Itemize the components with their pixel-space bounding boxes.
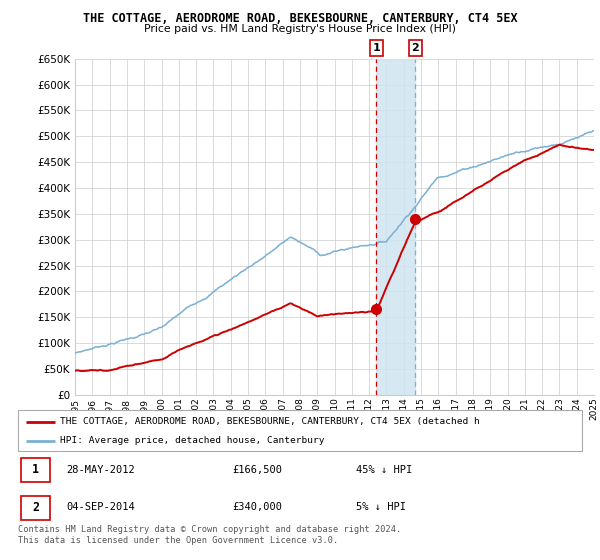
FancyBboxPatch shape	[18, 410, 582, 451]
Text: £166,500: £166,500	[232, 465, 283, 475]
Text: 28-MAY-2012: 28-MAY-2012	[66, 465, 134, 475]
Text: 5% ↓ HPI: 5% ↓ HPI	[356, 502, 406, 512]
Text: 04-SEP-2014: 04-SEP-2014	[66, 502, 134, 512]
Text: THE COTTAGE, AERODROME ROAD, BEKESBOURNE, CANTERBURY, CT4 5EX: THE COTTAGE, AERODROME ROAD, BEKESBOURNE…	[83, 12, 517, 25]
Text: 45% ↓ HPI: 45% ↓ HPI	[356, 465, 413, 475]
Text: THE COTTAGE, AERODROME ROAD, BEKESBOURNE, CANTERBURY, CT4 5EX (detached h: THE COTTAGE, AERODROME ROAD, BEKESBOURNE…	[60, 417, 480, 426]
Text: 1: 1	[32, 463, 39, 477]
Text: Price paid vs. HM Land Registry's House Price Index (HPI): Price paid vs. HM Land Registry's House …	[144, 24, 456, 34]
Text: 2: 2	[412, 43, 419, 53]
Text: 2: 2	[32, 501, 39, 514]
Text: £340,000: £340,000	[232, 502, 283, 512]
Bar	[376, 59, 415, 395]
FancyBboxPatch shape	[21, 496, 50, 520]
FancyBboxPatch shape	[21, 458, 50, 482]
Text: HPI: Average price, detached house, Canterbury: HPI: Average price, detached house, Cant…	[60, 436, 325, 445]
Text: 1: 1	[373, 43, 380, 53]
Text: Contains HM Land Registry data © Crown copyright and database right 2024.
This d: Contains HM Land Registry data © Crown c…	[18, 525, 401, 545]
